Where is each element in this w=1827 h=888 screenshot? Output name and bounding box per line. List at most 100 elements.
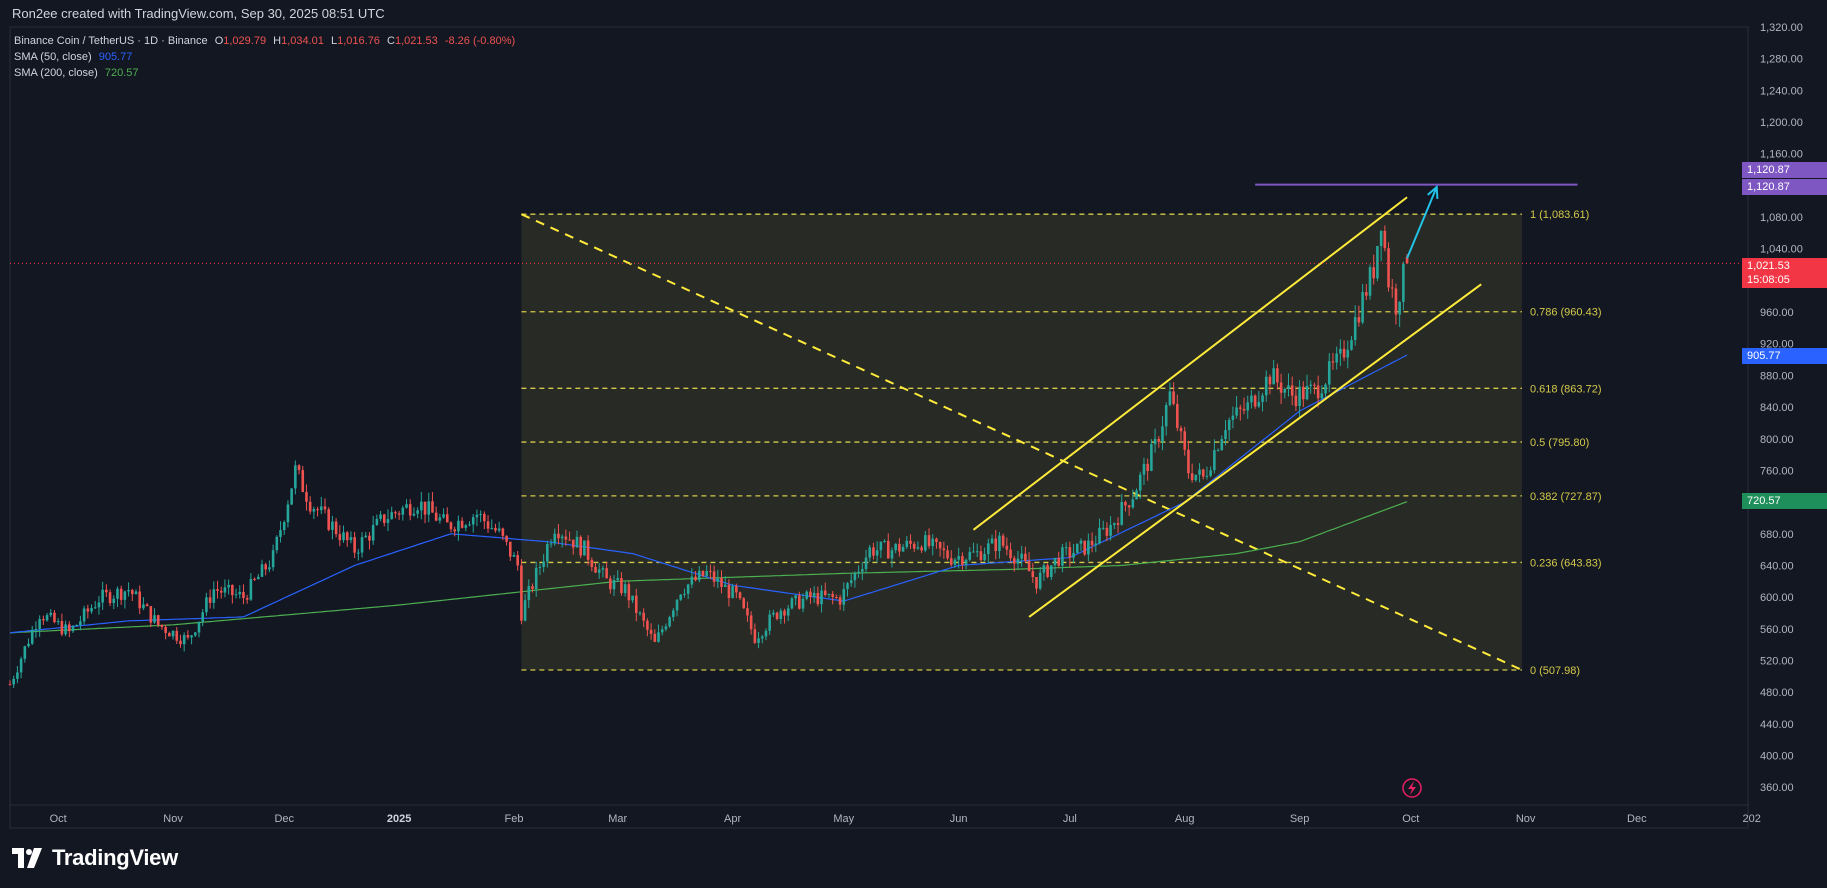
- candle-body: [442, 514, 445, 518]
- x-axis-tick-label: Aug: [1175, 813, 1195, 825]
- target-price-label-2: 1,120.87: [1742, 179, 1827, 195]
- attribution-bar: Ron2ee created with TradingView.com, Sep…: [0, 0, 1827, 27]
- candle-body: [1368, 267, 1372, 296]
- candle-body: [583, 540, 586, 556]
- candle-body: [531, 586, 534, 590]
- candle-body: [119, 588, 123, 600]
- candle-body: [1250, 395, 1253, 403]
- candle-body: [79, 621, 82, 626]
- y-axis-tick-label: 1,320.00: [1760, 22, 1803, 34]
- candle-body: [1064, 547, 1068, 549]
- y-axis-tick-label: 960.00: [1760, 307, 1794, 319]
- candle-body: [901, 546, 905, 552]
- candle-body: [27, 643, 30, 647]
- x-axis-tick-label: May: [833, 813, 854, 825]
- candle-body: [331, 521, 334, 530]
- tradingview-logo[interactable]: TradingView: [12, 845, 178, 871]
- candle-body: [319, 506, 323, 511]
- candle-body: [219, 590, 223, 593]
- candle-body: [1098, 527, 1101, 544]
- candle-body: [998, 535, 1001, 552]
- candle-body: [420, 501, 423, 511]
- candle-body: [1038, 572, 1042, 589]
- candle-body: [23, 646, 27, 659]
- x-axis-tick-label: Jun: [950, 813, 968, 825]
- candle-body: [764, 630, 768, 637]
- candle-body: [735, 586, 738, 593]
- symbol-name[interactable]: Binance Coin / TetherUS · 1D · Binance: [14, 35, 208, 47]
- candle-body: [1205, 475, 1209, 477]
- candle-body: [961, 556, 964, 565]
- candle-body: [1131, 499, 1135, 508]
- x-axis-tick-label: Oct: [1402, 813, 1419, 825]
- candle-body: [609, 578, 612, 590]
- candle-body: [1257, 401, 1261, 407]
- sma200-legend[interactable]: SMA (200, close) 720.57: [14, 67, 142, 79]
- candle-body: [282, 522, 286, 531]
- sma50-legend[interactable]: SMA (50, close) 905.77: [14, 51, 136, 63]
- candle-body: [546, 543, 549, 562]
- candle-body: [575, 536, 579, 548]
- candle-body: [849, 580, 853, 584]
- candle-body: [1339, 348, 1342, 354]
- candle-body: [179, 640, 182, 645]
- candle-body: [164, 626, 167, 633]
- candle-body: [123, 591, 127, 600]
- candle-body: [868, 547, 872, 558]
- candle-body: [127, 589, 130, 592]
- candle-body: [987, 543, 990, 555]
- candle-body: [946, 550, 949, 559]
- candle-body: [690, 576, 694, 585]
- y-axis-tick-label: 880.00: [1760, 370, 1794, 382]
- candle-body: [1187, 449, 1190, 474]
- candle-body: [279, 530, 282, 537]
- candle-body: [990, 538, 994, 544]
- candle-body: [1331, 361, 1335, 363]
- symbol-legend: Binance Coin / TetherUS · 1D · Binance O…: [14, 35, 519, 47]
- candle-body: [601, 568, 605, 570]
- fib-level-label: 0.5 (795.80): [1530, 437, 1589, 449]
- candle-body: [568, 539, 571, 541]
- candle-body: [890, 550, 894, 559]
- candle-body: [527, 586, 531, 601]
- candle-body: [156, 615, 160, 625]
- candle-body: [338, 534, 342, 541]
- candle-body: [427, 501, 431, 515]
- candle-body: [912, 543, 916, 549]
- y-axis-tick-label: 1,200.00: [1760, 117, 1803, 129]
- x-axis-tick-label: Dec: [1627, 813, 1647, 825]
- fib-level-label: 0.236 (643.83): [1530, 557, 1602, 569]
- candle-body: [612, 580, 616, 590]
- candle-body: [227, 584, 230, 588]
- candle-body: [486, 521, 490, 529]
- candle-body: [49, 612, 53, 616]
- y-axis-tick-label: 440.00: [1760, 719, 1794, 731]
- candle-body: [312, 509, 316, 512]
- candle-body: [1379, 230, 1383, 247]
- projection-arrow: [1406, 186, 1438, 259]
- candle-body: [1346, 349, 1350, 358]
- candle-body: [42, 619, 45, 621]
- low-value: 1,016.76: [337, 35, 380, 47]
- open-value: 1,029.79: [223, 35, 267, 47]
- candle-body: [149, 606, 153, 623]
- candle-body: [30, 629, 34, 644]
- candle-body: [905, 540, 909, 547]
- candle-body: [638, 612, 642, 614]
- candle-body: [1164, 405, 1168, 427]
- candle-body: [349, 537, 353, 541]
- candle-body: [1020, 553, 1023, 559]
- change-value: -8.26 (-0.80%): [444, 35, 516, 47]
- candle-body: [201, 612, 204, 622]
- candle-body: [597, 569, 601, 573]
- candle-body: [1146, 463, 1149, 471]
- candle-body: [305, 491, 308, 502]
- candle-body: [1313, 384, 1316, 386]
- candle-body: [909, 540, 912, 544]
- candle-body: [327, 509, 330, 530]
- candle-body: [208, 597, 212, 603]
- candle-body: [786, 608, 790, 616]
- candle-body: [379, 514, 382, 519]
